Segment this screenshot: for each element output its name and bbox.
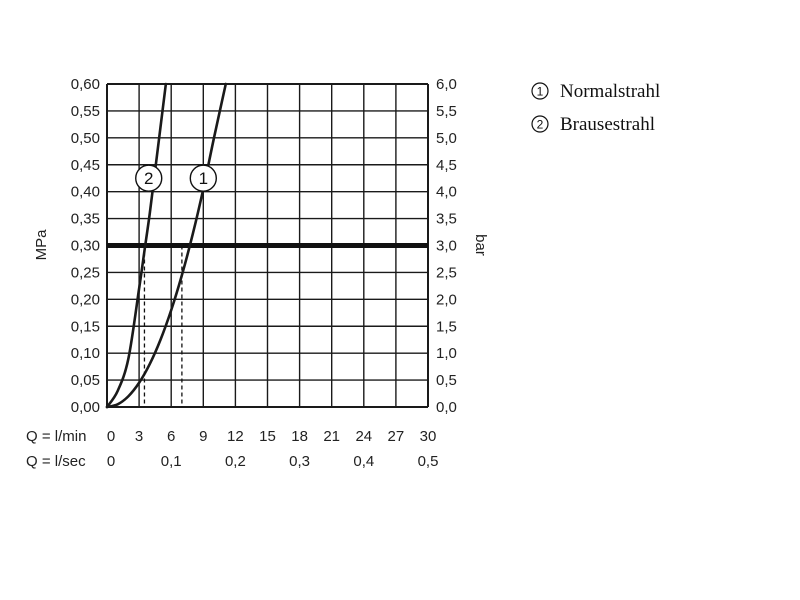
legend-item-2: 2 Brausestrahl: [531, 114, 655, 135]
y-tick-left: 0,50: [71, 130, 100, 147]
x-axis-lsec-title: Q = l/sec: [26, 453, 86, 470]
x-tick-lmin: 0: [107, 428, 115, 445]
x-tick-lmin: 24: [355, 428, 372, 445]
legend-marker-2: [531, 115, 549, 133]
y-tick-right: 3,0: [436, 238, 457, 255]
y-tick-left: 0,30: [71, 238, 100, 255]
series-marker-2: [135, 164, 163, 192]
y-tick-right: 0,5: [436, 372, 457, 389]
series-marker-text-1: 1: [199, 169, 208, 188]
legend-marker-1: [531, 82, 549, 100]
y-tick-left: 0,15: [71, 318, 100, 335]
y-tick-right: 5,5: [436, 103, 457, 120]
legend-marker-1-text: 1: [537, 85, 544, 99]
chart-curves: 12: [105, 82, 428, 409]
y-tick-left: 0,55: [71, 103, 100, 120]
y-tick-left: 0,10: [71, 345, 100, 362]
x-tick-lsec: 0,4: [353, 453, 374, 470]
y-tick-left: 0,20: [71, 291, 100, 308]
x-tick-lsec: 0,2: [225, 453, 246, 470]
series-marker-text-2: 2: [144, 169, 153, 188]
y-tick-right: 4,0: [436, 184, 457, 201]
x-tick-lmin: 21: [323, 428, 340, 445]
x-tick-lmin: 18: [291, 428, 308, 445]
x-tick-lmin: 3: [135, 428, 143, 445]
x-tick-lmin: 6: [167, 428, 175, 445]
y-tick-right: 1,5: [436, 318, 457, 335]
legend-label-2: Brausestrahl: [560, 114, 655, 135]
y-tick-left: 0,60: [71, 76, 100, 93]
series-curve-2: [105, 82, 168, 409]
y-tick-right: 6,0: [436, 76, 457, 93]
y-tick-left: 0,00: [71, 399, 100, 416]
y-tick-right: 3,5: [436, 211, 457, 228]
x-tick-lmin: 12: [227, 428, 244, 445]
y-tick-right: 4,5: [436, 157, 457, 174]
legend-marker-2-text: 2: [537, 118, 544, 132]
y-tick-right: 2,5: [436, 264, 457, 281]
series-marker-1: [189, 164, 218, 192]
x-tick-lmin: 15: [259, 428, 276, 445]
x-tick-lmin: 27: [388, 428, 405, 445]
x-tick-lsec: 0: [107, 453, 115, 470]
y-tick-right: 2,0: [436, 291, 457, 308]
x-tick-lsec: 0,3: [289, 453, 310, 470]
y-tick-left: 0,25: [71, 264, 100, 281]
x-tick-lmin: 30: [420, 428, 437, 445]
y-tick-right: 5,0: [436, 130, 457, 147]
y-tick-left: 0,35: [71, 211, 100, 228]
y-axis-right-title: bar: [472, 234, 489, 256]
legend: 1 Normalstrahl 2 Brausestrahl: [531, 81, 660, 135]
legend-label-1: Normalstrahl: [560, 81, 660, 102]
y-tick-right: 0,0: [436, 399, 457, 416]
y-tick-left: 0,40: [71, 184, 100, 201]
chart-ticks: 0,000,050,100,150,200,250,300,350,400,45…: [71, 76, 457, 470]
y-tick-right: 1,0: [436, 345, 457, 362]
x-axis-lmin-title: Q = l/min: [26, 428, 86, 445]
y-axis-left-title: MPa: [33, 229, 50, 261]
y-tick-left: 0,05: [71, 372, 100, 389]
y-tick-left: 0,45: [71, 157, 100, 174]
legend-item-1: 1 Normalstrahl: [531, 81, 660, 102]
x-tick-lsec: 0,1: [161, 453, 182, 470]
x-tick-lsec: 0,5: [418, 453, 439, 470]
x-tick-lmin: 9: [199, 428, 207, 445]
